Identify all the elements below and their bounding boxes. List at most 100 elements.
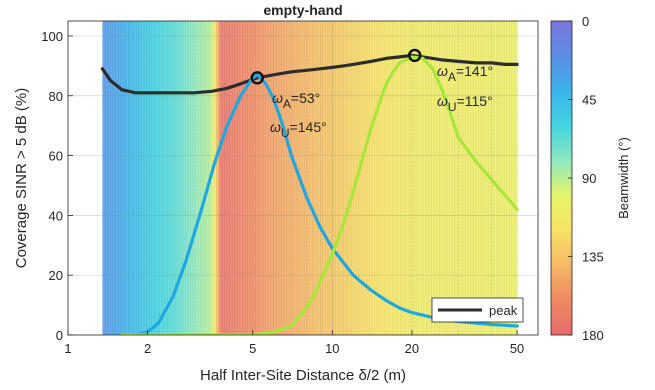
beamwidth-band: [281, 21, 285, 335]
beamwidth-band: [327, 21, 332, 335]
beamwidth-band: [504, 21, 508, 335]
beamwidth-band: [493, 21, 497, 335]
colorbar-label: Beamwidth (°): [616, 137, 631, 219]
beamwidth-band: [312, 21, 316, 335]
beamwidth-band: [143, 21, 148, 335]
beamwidth-band: [265, 21, 269, 335]
beamwidth-band: [141, 21, 145, 335]
beamwidth-band: [351, 21, 355, 335]
beamwidth-band: [146, 21, 150, 335]
beamwidth-band: [247, 21, 251, 335]
grid: [68, 21, 538, 335]
peak-marker-2: [408, 48, 422, 63]
beamwidth-band: [237, 21, 241, 335]
beamwidth-band: [159, 21, 163, 335]
beamwidth-band: [167, 21, 171, 335]
beamwidth-band: [242, 21, 246, 335]
beamwidth-band: [444, 21, 448, 335]
beamwidth-band: [180, 21, 184, 335]
series-layer: [100, 53, 519, 335]
beamwidth-band: [449, 21, 453, 335]
beamwidth-band: [187, 21, 192, 335]
series-peak-line: [100, 53, 519, 95]
beamwidth-band: [369, 21, 373, 335]
beamwidth-band: [397, 21, 402, 335]
beamwidth-band: [460, 21, 464, 335]
x-axis: 1 2 5 10 20 50: [64, 330, 524, 356]
beamwidth-band: [441, 21, 446, 335]
beamwidth-band: [162, 21, 166, 335]
beamwidth-band: [123, 21, 127, 335]
beamwidth-band: [286, 21, 290, 335]
beamwidth-band: [431, 21, 435, 335]
marker-layer: [250, 48, 422, 85]
beamwidth-band: [244, 21, 249, 335]
beamwidth-band: [379, 21, 383, 335]
colorbar-tick-label: 90: [582, 171, 596, 186]
beamwidth-band: [289, 21, 293, 335]
beamwidth-band: [270, 21, 275, 335]
beamwidth-band: [255, 21, 259, 335]
colorbar-tick-label: 135: [582, 250, 604, 265]
beamwidth-band: [346, 21, 350, 335]
beamwidth-band: [169, 21, 174, 335]
beamwidth-band: [400, 21, 404, 335]
beamwidth-band: [413, 21, 417, 335]
colorbar-tick-label: 45: [582, 93, 596, 108]
colorbar: 0 45 90 135 180 Beamwidth (°): [550, 14, 631, 343]
legend-label-peak: peak: [489, 303, 518, 318]
beamwidth-band: [358, 21, 363, 335]
beamwidth-band: [136, 21, 140, 335]
beamwidth-band: [333, 21, 337, 335]
annotation-peak-2: ωA=141° ωU=115°: [437, 63, 493, 114]
beamwidth-band: [138, 21, 142, 335]
x-tick-label: 10: [325, 341, 339, 356]
y-tick-label: 40: [49, 208, 63, 223]
beamwidth-band: [418, 21, 422, 335]
series-2-line: [120, 73, 519, 335]
beamwidth-band: [278, 21, 282, 335]
beamwidth-band: [509, 21, 513, 335]
beamwidth-band: [195, 21, 199, 335]
beamwidth-band: [229, 21, 233, 335]
beamwidth-band: [478, 21, 482, 335]
beamwidth-band: [276, 21, 280, 335]
beamwidth-band: [423, 21, 427, 335]
beamwidth-band: [447, 21, 451, 335]
beamwidth-band: [421, 21, 425, 335]
y-tick-label: 0: [56, 328, 63, 343]
annotation-1-omega-u: ωU=145°: [270, 119, 327, 140]
beamwidth-band: [211, 21, 215, 335]
beamwidth-band: [405, 21, 409, 335]
beamwidth-band: [322, 21, 326, 335]
beamwidth-band: [457, 21, 461, 335]
beamwidth-band: [120, 21, 124, 335]
beamwidth-band: [175, 21, 179, 335]
beamwidth-band: [206, 21, 210, 335]
annotation-1-omega-a: ωA=53°: [272, 90, 320, 111]
beamwidth-band: [117, 21, 122, 335]
beamwidth-band: [317, 21, 321, 335]
y-axis: 0 20 40 60 80 100: [41, 29, 73, 343]
y-axis-label: Coverage SINR > 5 dB (%): [13, 88, 30, 269]
beamwidth-band: [164, 21, 168, 335]
colorbar-tick-label: 180: [582, 328, 604, 343]
beamwidth-band: [268, 21, 272, 335]
beamwidth-band: [395, 21, 399, 335]
beamwidth-band: [112, 21, 117, 335]
beamwidth-band: [511, 21, 516, 335]
beamwidth-band: [130, 21, 135, 335]
beamwidth-band: [452, 21, 456, 335]
x-tick-label: 20: [405, 341, 419, 356]
beamwidth-band: [390, 21, 394, 335]
beamwidth-band: [149, 21, 153, 335]
beamwidth-band: [384, 21, 389, 335]
beamwidth-band: [250, 21, 254, 335]
beamwidth-band: [154, 21, 158, 335]
annotation-2-omega-a: ωA=141°: [437, 63, 493, 84]
beamwidth-band: [105, 21, 109, 335]
beamwidth-band: [426, 21, 430, 335]
beamwidth-band: [410, 21, 415, 335]
beamwidth-band: [177, 21, 181, 335]
beamwidth-band: [102, 21, 106, 335]
